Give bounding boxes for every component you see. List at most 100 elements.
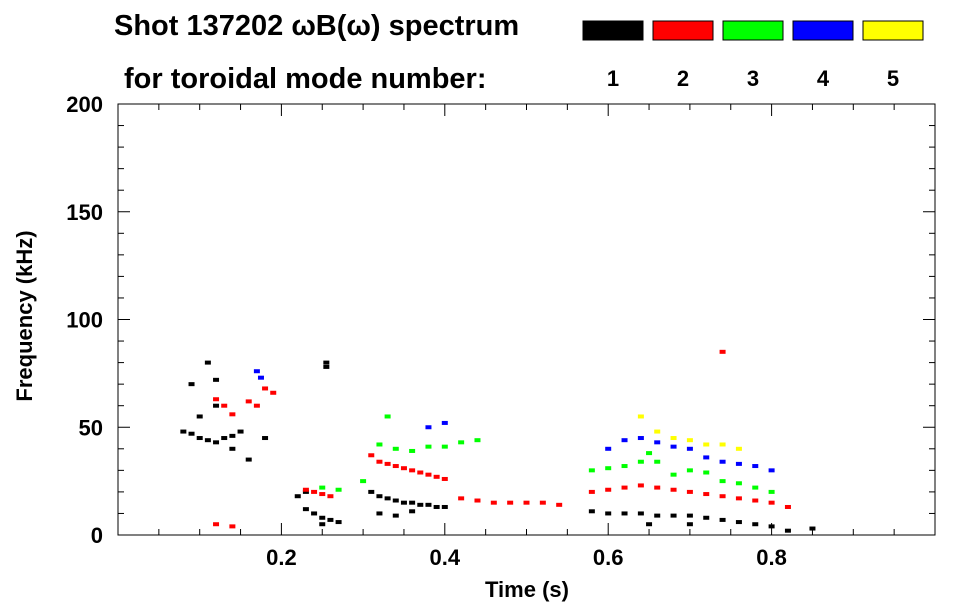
data-point-mode-4 [686,446,693,451]
data-point-mode-1 [752,522,759,527]
data-point-mode-2 [588,489,595,494]
data-point-mode-1 [323,364,330,369]
data-point-mode-5 [719,442,726,447]
data-point-mode-1 [417,502,424,507]
data-point-mode-3 [686,468,693,473]
x-tick-label: 0.8 [756,545,787,570]
x-tick-label: 0.2 [266,545,297,570]
data-point-mode-1 [180,429,187,434]
x-tick-label: 0.6 [593,545,624,570]
data-point-mode-2 [302,487,309,492]
data-point-mode-2 [270,390,277,395]
data-point-mode-2 [735,496,742,501]
legend-label-mode-4: 4 [817,66,830,91]
data-point-mode-1 [323,360,330,365]
data-point-mode-2 [474,498,481,503]
data-point-mode-2 [229,524,236,529]
data-point-mode-3 [735,481,742,486]
data-point-mode-2 [376,459,383,464]
data-point-mode-2 [719,349,726,354]
data-point-mode-5 [703,442,710,447]
data-point-mode-1 [213,377,220,382]
data-point-mode-1 [221,436,228,441]
data-point-mode-4 [654,440,661,445]
data-point-mode-1 [196,436,203,441]
x-tick-label: 0.4 [430,545,461,570]
data-point-mode-1 [425,502,432,507]
data-point-mode-2 [221,403,228,408]
data-point-mode-2 [392,464,399,469]
data-point-mode-3 [319,485,326,490]
data-point-mode-3 [384,414,391,419]
data-point-mode-4 [621,438,628,443]
data-point-mode-1 [768,524,775,529]
data-point-mode-2 [425,472,432,477]
data-point-mode-3 [588,468,595,473]
data-point-mode-3 [654,459,661,464]
data-point-mode-2 [784,504,791,509]
data-point-mode-1 [229,446,236,451]
legend-label-mode-3: 3 [747,66,759,91]
data-point-mode-2 [368,453,375,458]
data-point-mode-3 [376,442,383,447]
legend-swatch-mode-5 [862,20,924,41]
data-point-mode-1 [294,494,301,499]
data-point-mode-1 [188,431,195,436]
data-point-mode-1 [686,513,693,518]
chart-title-line1: Shot 137202 ωB(ω) spectrum [114,10,519,42]
data-point-mode-4 [637,436,644,441]
data-point-mode-3 [621,464,628,469]
data-point-mode-1 [213,403,220,408]
chart-title-line2: for toroidal mode number: [124,63,487,95]
data-point-mode-1 [262,436,269,441]
data-point-mode-1 [196,414,203,419]
data-point-mode-2 [327,494,334,499]
data-point-mode-2 [752,498,759,503]
data-point-mode-2 [670,487,677,492]
data-point-mode-3 [646,451,653,456]
data-point-mode-1 [605,511,612,516]
data-point-mode-3 [458,440,465,445]
data-point-mode-4 [605,446,612,451]
data-point-mode-1 [302,489,309,494]
data-point-mode-4 [425,425,432,430]
data-point-mode-1 [784,528,791,533]
data-point-mode-1 [376,494,383,499]
data-point-mode-1 [621,511,628,516]
data-point-mode-4 [719,459,726,464]
data-point-mode-2 [605,487,612,492]
data-point-mode-3 [752,485,759,490]
data-point-mode-2 [507,500,514,505]
plot-frame [117,103,936,536]
data-point-mode-5 [670,436,677,441]
data-point-mode-4 [670,444,677,449]
data-point-mode-1 [229,433,236,438]
data-point-mode-2 [637,483,644,488]
data-point-mode-2 [441,476,448,481]
data-point-mode-1 [204,438,211,443]
data-point-mode-1 [311,511,318,516]
data-point-mode-1 [204,360,211,365]
data-point-mode-1 [392,513,399,518]
data-point-mode-1 [409,500,416,505]
data-point-mode-3 [392,446,399,451]
data-point-mode-3 [670,472,677,477]
data-point-mode-1 [368,489,375,494]
data-point-mode-1 [384,496,391,501]
data-point-mode-2 [686,489,693,494]
data-point-mode-1 [686,522,693,527]
data-point-mode-1 [188,382,195,387]
data-point-mode-1 [637,511,644,516]
data-point-mode-3 [409,448,416,453]
data-point-mode-1 [376,511,383,516]
data-point-mode-5 [735,446,742,451]
data-point-mode-2 [768,500,775,505]
y-tick-label: 150 [66,200,103,225]
data-point-mode-1 [646,522,653,527]
legend: 1 2 3 4 5 [582,20,924,91]
legend-swatch-mode-3 [722,20,784,41]
data-point-mode-3 [768,489,775,494]
data-point-mode-2 [490,500,497,505]
data-point-mode-1 [237,429,244,434]
